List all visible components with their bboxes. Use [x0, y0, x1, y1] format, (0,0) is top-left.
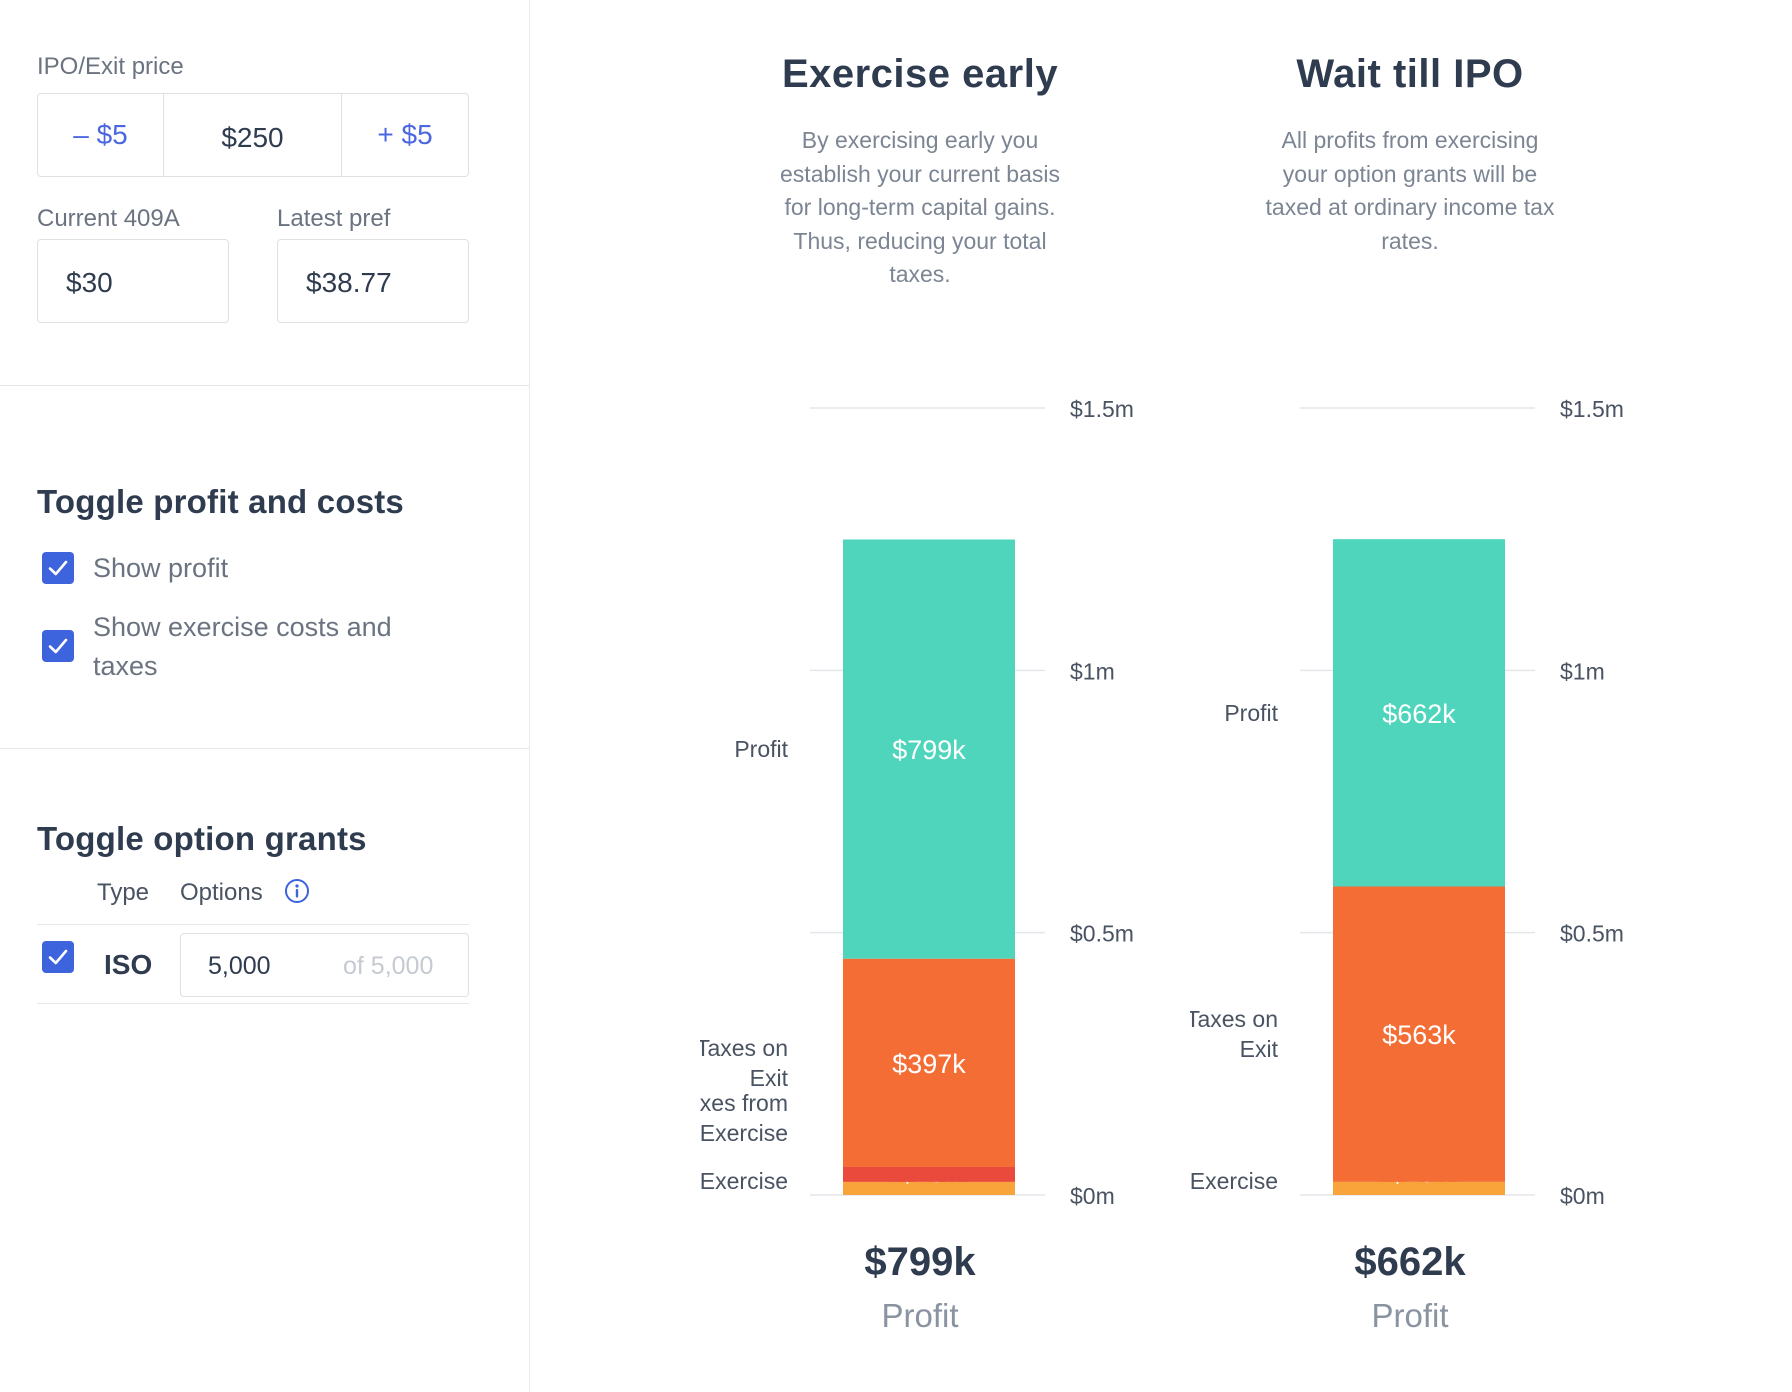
category-label-taxes-on-exit: Taxes on [700, 1035, 788, 1061]
toggle-costs-section: Toggle profit and costs Show profit Show… [0, 386, 530, 749]
options-column-header: Options [180, 879, 263, 906]
options-count-value: 5,000 [208, 952, 271, 980]
category-label-exercise: Exercise [1190, 1168, 1278, 1194]
checkmark-icon [48, 949, 68, 965]
category-label-profit: Profit [734, 736, 788, 762]
y-tick-label: $1.5m [1560, 396, 1624, 422]
wait-till-ipo-column: Wait till IPO All profits from exercisin… [1190, 0, 1790, 1392]
show-profit-checkbox[interactable] [42, 552, 74, 584]
category-label-taxes-on-exit: Taxes on [1190, 1006, 1278, 1032]
toggle-costs-title: Toggle profit and costs [37, 483, 404, 520]
wait-till-ipo-title: Wait till IPO [1296, 52, 1524, 96]
y-tick-label: $0m [1070, 1183, 1115, 1209]
current-409a-input[interactable]: $30 [37, 239, 229, 323]
increase-price-button[interactable]: + $5 [377, 119, 433, 150]
checkmark-icon [48, 638, 68, 654]
iso-grant-checkbox[interactable] [42, 941, 74, 973]
ipo-price-stepper: – $5 $250 + $5 [37, 93, 469, 177]
options-count-input[interactable]: 5,000 of 5,000 [180, 933, 469, 997]
exercise-early-chart: $0m$0.5m$1m$1.5m$25kExercise$28.4kTaxes … [700, 396, 1134, 1209]
category-label-taxes-on-exit: Exit [750, 1065, 789, 1091]
value-label-profit: $662k [1382, 699, 1456, 729]
latest-pref-label: Latest pref [277, 205, 391, 232]
wait-till-ipo-total-label: Profit [1371, 1297, 1449, 1334]
show-profit-label: Show profit [93, 553, 229, 583]
decrease-price-button[interactable]: – $5 [38, 94, 164, 176]
category-label-taxes-on-exit: Exit [1240, 1036, 1279, 1062]
type-column-header: Type [97, 879, 150, 906]
bar-segment-taxes-from-exercise [843, 1166, 1015, 1182]
bar-segment-profit [1333, 539, 1505, 887]
options-total: of 5,000 [343, 952, 434, 980]
y-tick-label: $1.5m [1070, 396, 1134, 422]
category-label-exercise: Exercise [700, 1168, 788, 1194]
category-label-profit: Profit [1224, 700, 1278, 726]
bar-segment-taxes-on-exit [1333, 886, 1505, 1182]
exercise-early-description: By exercising early you establish your c… [780, 127, 1060, 287]
grant-row: ISO 5,000 of 5,000 [37, 924, 469, 1004]
price-section: IPO/Exit price – $5 $250 + $5 Current 40… [0, 0, 530, 386]
bar-segment-taxes-on-exit [843, 958, 1015, 1167]
value-label-taxes-on-exit: $397k [892, 1049, 966, 1079]
exercise-early-total: $799k [864, 1240, 976, 1284]
bar-segment-profit [843, 539, 1015, 959]
show-costs-label: Show exercise costs and taxes [93, 608, 392, 686]
exercise-early-total-label: Profit [881, 1297, 959, 1334]
info-icon[interactable] [284, 878, 310, 904]
show-costs-label-line1: Show exercise costs and [93, 612, 392, 642]
option-grants-section: Toggle option grants Type Options ISO 5,… [0, 749, 530, 1392]
y-tick-label: $1m [1070, 658, 1115, 684]
value-label-taxes-on-exit: $563k [1382, 1020, 1456, 1050]
ipo-price-label: IPO/Exit price [37, 53, 184, 80]
ipo-price-input[interactable]: $250 [164, 94, 342, 176]
latest-pref-input[interactable]: $38.77 [277, 239, 469, 323]
settings-panel: IPO/Exit price – $5 $250 + $5 Current 40… [0, 0, 530, 1392]
y-tick-label: $0.5m [1070, 921, 1134, 947]
toggle-grants-title: Toggle option grants [37, 820, 367, 857]
y-tick-label: $0m [1560, 1183, 1605, 1209]
y-tick-label: $1m [1560, 658, 1605, 684]
checkmark-icon [48, 560, 68, 576]
show-costs-label-line2: taxes [93, 651, 158, 681]
wait-till-ipo-total: $662k [1354, 1240, 1466, 1284]
category-label-taxes-from-exercise: Taxes from [700, 1090, 788, 1116]
category-label-taxes-from-exercise: Exercise [700, 1120, 788, 1146]
exercise-early-column: Exercise early By exercising early you e… [700, 0, 1300, 1392]
show-costs-checkbox[interactable] [42, 630, 74, 662]
grant-type: ISO [104, 949, 153, 980]
current-409a-label: Current 409A [37, 205, 180, 232]
exercise-early-title: Exercise early [781, 52, 1059, 96]
wait-till-ipo-description: All profits from exercising your option … [1265, 127, 1555, 254]
y-tick-label: $0.5m [1560, 921, 1624, 947]
value-label-profit: $799k [892, 735, 966, 765]
